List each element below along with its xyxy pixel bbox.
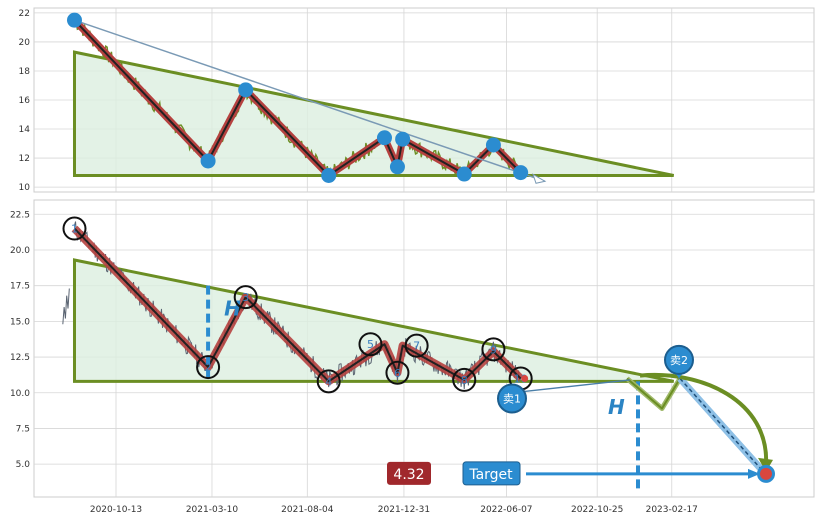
top-projection-arrow	[74, 19, 546, 182]
top-y-tick-label: 22	[19, 9, 30, 19]
top-wave-point	[66, 12, 82, 28]
top-triangle-pattern	[72, 50, 675, 177]
target-arrow-line	[679, 377, 761, 469]
top-wave-point	[456, 166, 472, 182]
wave-point-marker	[481, 337, 506, 362]
target-point	[757, 464, 775, 483]
wave-point-marker	[358, 332, 383, 357]
top-y-tick-label: 14	[19, 125, 31, 135]
sell-1-connector	[511, 379, 631, 394]
sell-2-marker-label: 卖2	[670, 354, 688, 367]
wave-point-marker	[385, 360, 410, 385]
x-axis: 2020-10-13 2021-03-10 2021-08-04 2021-12-31…	[90, 505, 698, 515]
x-tick-label: 2021-08-04	[281, 505, 334, 515]
target-box-label: Target	[468, 467, 513, 483]
target-curve-arrow	[639, 372, 769, 466]
wave-10-dot	[521, 374, 529, 382]
top-projection-arrowhead	[532, 173, 547, 184]
wave-label: 1	[71, 223, 78, 236]
wave-point-marker	[62, 216, 87, 241]
top-wave-point	[395, 131, 411, 147]
x-tick-label: 2021-12-31	[378, 505, 430, 515]
main-y-tick-label: 10.0	[10, 389, 30, 399]
top-y-tick-label: 20	[19, 38, 31, 48]
price-box	[387, 461, 431, 485]
overview-panel: 10 12 14 16 18 20 22	[19, 7, 815, 193]
x-tick-label: 2022-06-07	[480, 505, 532, 515]
h-label-2: H	[608, 395, 625, 419]
x-tick-label: 2021-03-10	[186, 505, 239, 515]
top-wave-point	[485, 137, 501, 153]
wave-label: 3	[242, 291, 249, 304]
h-label: H	[224, 297, 241, 321]
main-y-tick-label: 15.0	[10, 317, 30, 327]
target-curve-arrowhead	[758, 457, 773, 472]
x-tick-label: 2023-02-17	[646, 505, 698, 515]
wave-label: 7	[413, 340, 420, 353]
sell-1-marker-label: 卖1	[503, 392, 521, 405]
top-wave-point	[200, 153, 216, 169]
top-y-tick-label: 10	[19, 183, 31, 193]
wave-label: 8	[461, 374, 468, 387]
wave-label: 6	[394, 367, 401, 380]
top-wave-line	[73, 19, 522, 177]
wave-point-marker	[196, 355, 221, 380]
wave-label: 9	[490, 343, 497, 356]
main-y-tick-label: 22.5	[10, 210, 30, 220]
top-wave-point	[376, 130, 392, 146]
x-tick-label: 2022-10-25	[571, 505, 623, 515]
triangle-pattern	[72, 258, 675, 383]
main-y-tick-label: 20.0	[10, 246, 30, 256]
top-y-tick-label: 18	[19, 67, 31, 77]
main-panel: 5.0 7.5 10.0 12.5 15.0 17.5 20.0 22.5 H H 1 2 3 4 5 6 7 8…	[10, 199, 815, 498]
wave-label: 4	[325, 375, 332, 388]
top-wave-point	[389, 159, 405, 175]
wave-label: 5	[367, 338, 374, 351]
top-wave-point	[513, 165, 529, 181]
main-y-tick-label: 12.5	[10, 353, 30, 363]
price-box-label: 4.32	[393, 467, 424, 483]
wave-label: 2	[205, 361, 212, 374]
projection-zigzag-core	[626, 377, 681, 410]
wave-point-marker	[452, 367, 477, 392]
main-y-tick-label: 7.5	[16, 424, 30, 434]
x-tick-label: 2020-10-13	[90, 505, 142, 515]
wave-line	[73, 227, 522, 383]
wave-point-marker	[316, 369, 341, 394]
target-horizontal-arrowhead	[748, 468, 760, 479]
top-y-tick-label: 16	[19, 96, 31, 106]
wave-point-marker	[233, 285, 258, 310]
wave-point-marker	[404, 333, 429, 358]
sell-2-marker	[664, 344, 694, 375]
sell-1-marker	[497, 383, 527, 414]
top-wave-point	[321, 167, 337, 183]
main-y-tick-label: 17.5	[10, 282, 30, 292]
top-y-tick-label: 12	[19, 154, 30, 164]
top-wave-point	[238, 82, 254, 98]
target-box	[462, 461, 521, 486]
price-line-early	[62, 288, 70, 325]
main-y-tick-label: 5.0	[16, 460, 31, 470]
